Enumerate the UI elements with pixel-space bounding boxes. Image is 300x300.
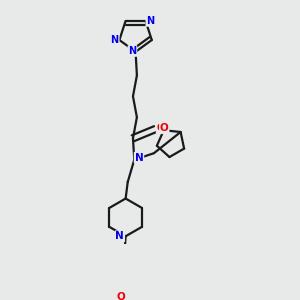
Text: N: N — [116, 231, 124, 241]
Text: N: N — [146, 16, 154, 26]
Text: N: N — [128, 46, 136, 56]
Text: O: O — [160, 123, 169, 133]
Text: N: N — [111, 35, 119, 45]
Text: O: O — [116, 292, 125, 300]
Text: O: O — [157, 123, 165, 133]
Text: N: N — [135, 153, 143, 163]
